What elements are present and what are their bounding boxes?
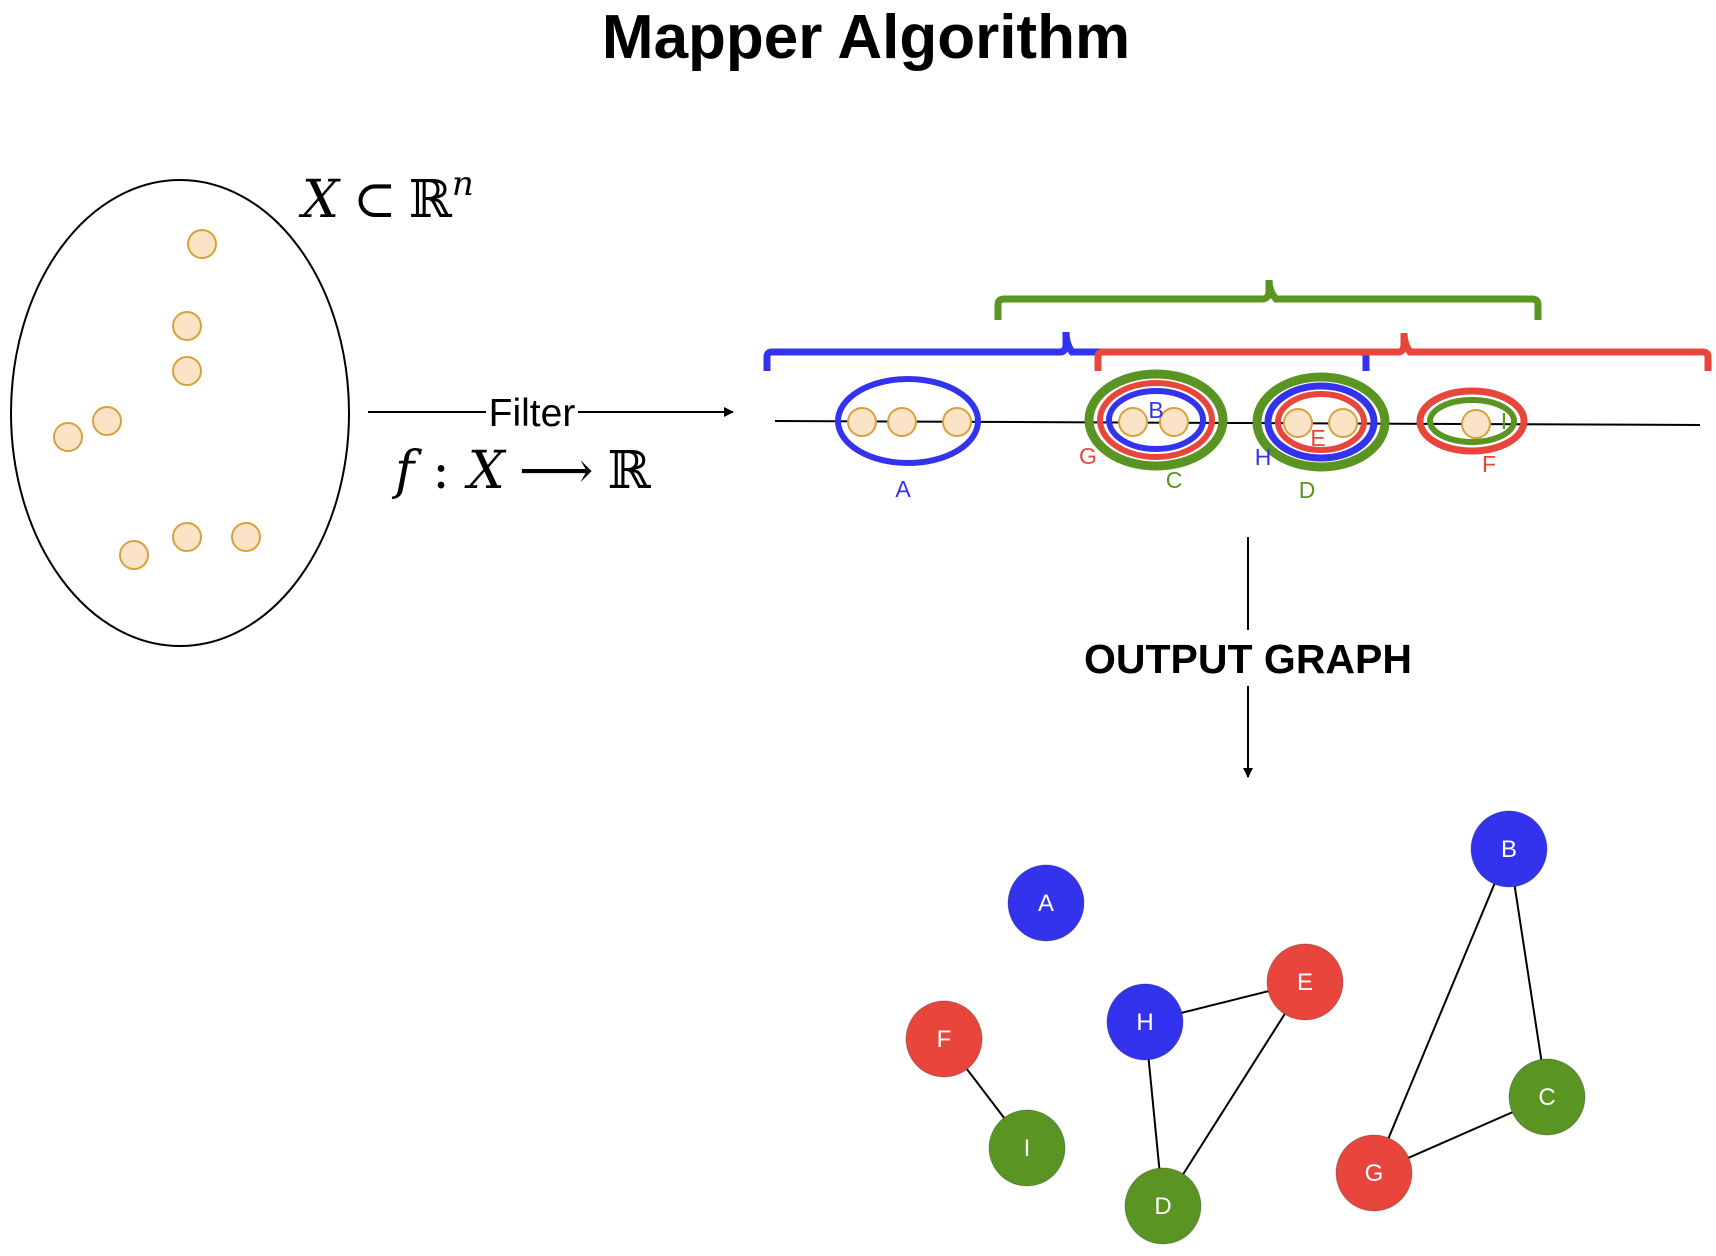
cluster-label-A: A (895, 476, 911, 502)
data-point (172, 311, 202, 341)
space-R: ℝ (409, 170, 453, 230)
line-point (1283, 408, 1313, 438)
space-X: X (298, 170, 341, 230)
cluster-I (1427, 397, 1517, 445)
space-subset: ⊂ (353, 170, 397, 230)
cluster-label-D: D (1299, 477, 1316, 503)
cluster-label-G: G (1079, 443, 1097, 469)
graph-node-C (1508, 1058, 1586, 1136)
filter-X: X (464, 441, 507, 501)
filter-R: ℝ (607, 441, 651, 501)
line-point (942, 407, 972, 437)
cluster-label-F: F (1482, 451, 1496, 477)
cluster-H (1264, 382, 1378, 462)
graph-node-E (1266, 943, 1344, 1021)
graph-node-G (1335, 1134, 1413, 1212)
page-title: Mapper Algorithm (602, 3, 1130, 72)
cluster-label-E: E (1310, 425, 1325, 451)
graph-node-label-I: I (1024, 1135, 1031, 1162)
graph-node-H (1106, 983, 1184, 1061)
graph-node-F (905, 1000, 983, 1078)
graph-node-label-H: H (1136, 1009, 1153, 1036)
point-cloud-ellipse (10, 179, 350, 647)
brace-green (994, 279, 1542, 320)
graph-node-label-E: E (1297, 969, 1313, 996)
cluster-G (1097, 380, 1215, 460)
cluster-label-C: C (1166, 467, 1183, 493)
line-point (887, 407, 917, 437)
cluster-label-I: I (1501, 408, 1507, 434)
cluster-A (835, 376, 981, 466)
filter-f: f (391, 441, 422, 501)
filter-function: f: X ⟶ ℝ (391, 441, 651, 501)
graph-edge-E-D (1162, 981, 1306, 1207)
space-n: n (452, 164, 474, 204)
graph-node-B (1470, 810, 1548, 888)
filter-arrow-symbol: ⟶ (519, 441, 594, 501)
cluster-E (1275, 391, 1367, 453)
graph-node-label-G: G (1365, 1160, 1384, 1187)
cluster-C (1084, 369, 1228, 471)
graph-edge-B-C (1508, 848, 1548, 1098)
line-point (1461, 409, 1491, 439)
graph-node-A (1007, 864, 1085, 942)
cluster-B (1106, 388, 1206, 452)
data-point (172, 356, 202, 386)
filter-label: Filter (489, 392, 576, 435)
cluster-label-H: H (1255, 444, 1272, 470)
space-label: X ⊂ ℝn (298, 164, 474, 230)
graph-edge-B-G (1373, 848, 1510, 1174)
data-point (187, 229, 217, 259)
graph-nodes: A B C D E F G H I (905, 810, 1586, 1245)
line-points (847, 407, 1491, 439)
graph-node-label-B: B (1501, 836, 1517, 863)
output-graph-label: OUTPUT GRAPH (1084, 636, 1412, 682)
graph-node-D (1124, 1167, 1202, 1245)
cluster-label-B: B (1148, 397, 1163, 423)
line-point (847, 407, 877, 437)
data-point (231, 522, 261, 552)
data-point (92, 406, 122, 436)
filter-colon: : (432, 441, 450, 501)
line-point (1118, 407, 1148, 437)
graph-node-label-A: A (1038, 890, 1054, 917)
graph-node-label-C: C (1538, 1084, 1555, 1111)
graph-node-label-D: D (1154, 1193, 1171, 1220)
cluster-D (1252, 372, 1390, 472)
data-point (172, 522, 202, 552)
point-cloud-points (53, 229, 261, 570)
graph-node-label-F: F (937, 1026, 952, 1053)
cluster-F (1416, 387, 1528, 455)
number-line (774, 420, 1701, 426)
graph-node-I (988, 1109, 1066, 1187)
line-point (1328, 408, 1358, 438)
data-point (53, 422, 83, 452)
brace-red (1094, 332, 1712, 371)
line-point (1159, 407, 1189, 437)
data-point (119, 540, 149, 570)
